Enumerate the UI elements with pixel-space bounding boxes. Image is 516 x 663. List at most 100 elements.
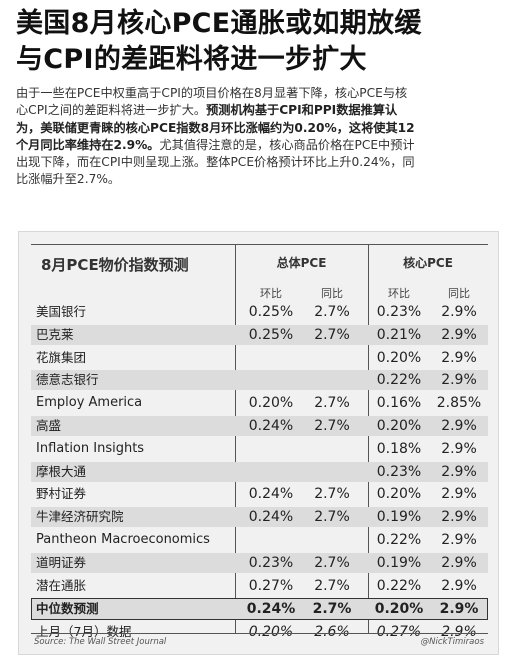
cell-c-mom: 0.22% (376, 577, 422, 594)
cell-h-mom: 0.27% (248, 577, 294, 594)
table-row: 道明证券 0.23% 2.7% 0.19% 2.9% (31, 552, 488, 573)
intro-line: 由于一些在PCE中权重高于CPI的项目价格在8月显著下降，核心PCE与核 (16, 85, 504, 102)
cell-c-yoy: 2.9% (441, 463, 477, 480)
table-row: Inflation Insights 0.18% 2.9% (31, 439, 488, 459)
table-row: 野村证券 0.24% 2.7% 0.20% 2.9% (31, 484, 488, 504)
row-label: 花旗集团 (36, 349, 87, 365)
table-row: 德意志银行 0.22% 2.9% (31, 370, 488, 391)
cell-c-yoy: 2.9% (441, 554, 477, 571)
cell-h-yoy (304, 530, 360, 550)
table-row: Employ America 0.20% 2.7% 0.16% 2.85% (31, 393, 488, 413)
row-label: 上月（7月）数据 (36, 624, 132, 640)
cell-h-mom: 0.20% (248, 395, 294, 412)
cell-c-mom: 0.20% (376, 349, 422, 366)
column-divider-core (368, 244, 369, 633)
row-label: 野村证券 (36, 486, 87, 502)
intro-bold-text: 为，美联储更青睐的核心PCE指数8月环比涨幅约为0.20%，这将使其12 (16, 120, 415, 135)
cell-h-yoy: 2.7% (314, 509, 350, 526)
intro-line: 出现下降，而在CPI中则呈现上涨。整体PCE价格预计环比上升0.24%，同 (16, 154, 504, 171)
row-label: Pantheon Macroeconomics (36, 532, 210, 547)
cell-c-mom: 0.16% (376, 395, 422, 412)
table-row: 花旗集团 0.20% 2.9% (31, 348, 488, 368)
cell-c-mom: 0.21% (376, 326, 422, 343)
table-row: 潜在通胀 0.27% 2.7% 0.22% 2.9% (31, 576, 488, 596)
intro-bold-text: 个月同比率维持在2.9%。 (16, 137, 160, 152)
row-label: 中位数预测 (36, 601, 99, 617)
cell-c-mom: 0.19% (376, 509, 422, 526)
cell-c-yoy: 2.9% (441, 304, 477, 320)
cell-h-yoy (304, 439, 360, 459)
cell-h-mom (243, 530, 299, 550)
cell-h-mom (243, 348, 299, 368)
cell-c-yoy: 2.9% (441, 532, 477, 548)
intro-line: 比涨幅升至2.7%。 (16, 171, 504, 188)
intro-line: 为，美联储更青睐的核心PCE指数8月环比涨幅约为0.20%，这将使其12 (16, 120, 504, 137)
cell-c-mom: 0.23% (376, 304, 422, 320)
cell-h-yoy: 2.7% (314, 418, 350, 434)
cell-h-yoy: 2.7% (314, 395, 350, 412)
table-row: 牛津经济研究院 0.24% 2.7% 0.19% 2.9% (31, 507, 488, 528)
cell-c-mom: 0.19% (376, 554, 422, 571)
intro-bold-text: 预测机构基于CPI和PPI数据推算认 (206, 103, 398, 118)
cell-h-yoy: 2.7% (314, 304, 350, 320)
cell-h-mom: 0.24% (246, 601, 296, 618)
cell-h-yoy: 2.7% (314, 326, 350, 343)
row-label: Employ America (36, 395, 143, 411)
intro-text: 尤其值得注意的是，核心商品价格在PCE中预计 (159, 137, 415, 152)
cell-c-mom: 0.23% (376, 463, 422, 480)
last-month-row: 上月（7月）数据 0.20% 2.6% 0.27% 2.9% (31, 622, 488, 642)
row-label: 德意志银行 (36, 372, 99, 388)
median-row: 中位数预测 0.24% 2.7% 0.20% 2.9% (31, 599, 488, 619)
cell-h-yoy: 2.6% (314, 624, 350, 641)
cell-h-yoy (304, 462, 360, 482)
table-title: 8月PCE物价指数预测 (41, 256, 189, 274)
cell-c-yoy: 2.9% (441, 372, 477, 389)
subheader-headline-mom: 环比 (260, 287, 282, 300)
table-row: 摩根大通 0.23% 2.9% (31, 461, 488, 482)
cell-h-yoy: 2.7% (314, 577, 350, 594)
cell-h-mom: 0.25% (248, 304, 294, 320)
median-highlight-box (31, 598, 488, 621)
table-row: 高盛 0.24% 2.7% 0.20% 2.9% (31, 416, 488, 436)
row-label: 摩根大通 (36, 463, 87, 479)
subheader-core-mom: 环比 (388, 287, 410, 300)
cell-h-yoy: 2.7% (314, 554, 350, 571)
intro-line: 个月同比率维持在2.9%。尤其值得注意的是，核心商品价格在PCE中预计 (16, 137, 504, 154)
cell-c-mom: 0.27% (376, 624, 422, 641)
table-top-rule (31, 244, 488, 245)
cell-h-mom (243, 439, 299, 459)
intro-text: 由于一些在PCE中权重高于CPI的项目价格在8月显著下降，核心PCE与核 (16, 86, 408, 100)
cell-c-mom: 0.20% (376, 418, 422, 434)
cell-c-yoy: 2.9% (441, 624, 477, 641)
cell-c-mom: 0.20% (374, 601, 424, 618)
cell-h-mom: 0.24% (248, 418, 294, 434)
cell-c-yoy: 2.9% (441, 509, 477, 526)
table-row: 巴克莱 0.25% 2.7% 0.21% 2.9% (31, 324, 488, 345)
forecast-table-card: 8月PCE物价指数预测 总体PCE 核心PCE 环比 同比 环比 同比 美国银行… (18, 231, 499, 655)
intro-text: 心CPI之间的差距料将进一步扩大。 (16, 103, 207, 118)
column-divider-headline (235, 244, 236, 633)
intro-paragraph: 由于一些在PCE中权重高于CPI的项目价格在8月显著下降，核心PCE与核 心CPI… (16, 85, 504, 189)
cell-c-mom: 0.18% (376, 440, 422, 457)
cell-h-yoy: 2.7% (312, 601, 352, 618)
cell-h-mom: 0.24% (248, 509, 294, 526)
row-label: 巴克莱 (36, 326, 74, 342)
table-row: Pantheon Macroeconomics 0.22% 2.9% (31, 530, 488, 550)
cell-h-mom (243, 370, 299, 390)
author-handle: @NickTimiraos (420, 637, 484, 647)
cell-c-yoy: 2.9% (439, 601, 479, 618)
headline-line-1: 美国8月核心PCE通胀或如期放缓 (16, 8, 422, 39)
group-header-core-pce: 核心PCE (403, 256, 453, 270)
cell-c-yoy: 2.9% (441, 418, 477, 434)
row-label: 潜在通胀 (36, 577, 87, 593)
cell-c-mom: 0.22% (376, 532, 422, 548)
row-label: 美国银行 (36, 304, 87, 319)
table-bottom-rule (31, 633, 488, 634)
table-row: 美国银行 0.25% 2.7% 0.23% 2.9% (31, 302, 488, 322)
headline-line-2: 与CPI的差距料将进一步扩大 (16, 44, 367, 75)
cell-h-mom: 0.20% (248, 624, 294, 641)
cell-c-yoy: 2.9% (441, 326, 477, 343)
row-label: Inflation Insights (36, 440, 145, 456)
cell-c-yoy: 2.9% (441, 486, 477, 503)
cell-h-mom: 0.25% (248, 326, 294, 343)
